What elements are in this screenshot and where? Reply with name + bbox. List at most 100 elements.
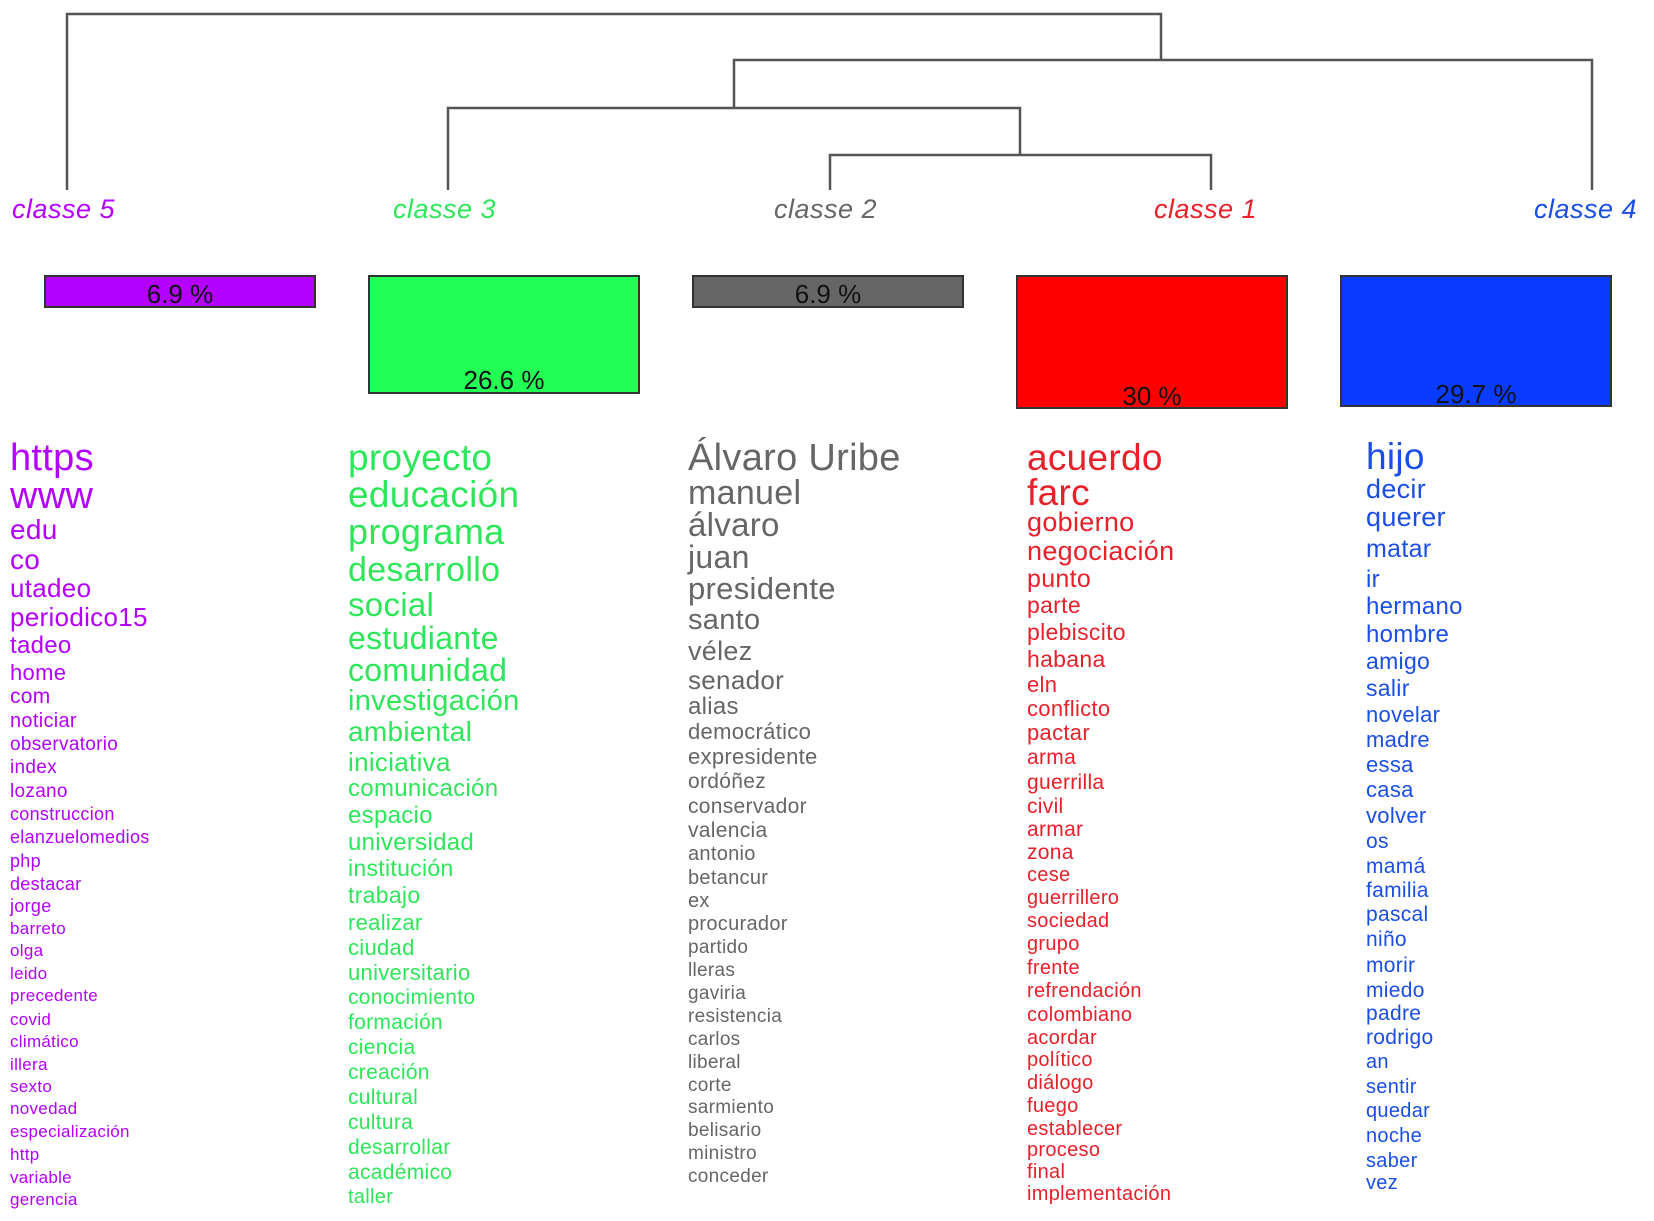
word: negociación: [1027, 536, 1175, 566]
dendrogram-link-2: [732, 58, 1594, 190]
class-3-label: classe 3: [393, 194, 497, 224]
word: jorge: [10, 896, 52, 916]
word: gobierno: [1027, 507, 1135, 537]
word: iniciativa: [348, 747, 451, 777]
word: espacio: [348, 802, 433, 829]
class-1-label: classe 1: [1154, 194, 1258, 224]
word: madre: [1366, 727, 1430, 752]
word: ir: [1366, 566, 1380, 593]
word: hombre: [1366, 621, 1450, 648]
word: valencia: [688, 819, 768, 842]
word: co: [10, 544, 41, 575]
word: acordar: [1027, 1027, 1097, 1049]
word: educación: [348, 474, 520, 515]
word: habana: [1027, 646, 1106, 672]
word: refrendación: [1027, 980, 1142, 1002]
word: gerencia: [10, 1190, 78, 1209]
word: http: [10, 1145, 40, 1164]
word: www: [10, 475, 94, 517]
word: conocimiento: [348, 986, 476, 1009]
word: index: [10, 757, 57, 778]
word: fuego: [1027, 1095, 1079, 1117]
word: grupo: [1027, 933, 1080, 955]
word: senador: [688, 665, 785, 695]
word: morir: [1366, 954, 1416, 977]
word: liberal: [688, 1052, 741, 1073]
word: comunicación: [348, 775, 499, 802]
word: os: [1366, 830, 1389, 853]
word: institución: [348, 855, 454, 881]
class-1-percent: 30 %: [1122, 381, 1182, 411]
word: lozano: [10, 781, 68, 802]
word: ministro: [688, 1143, 757, 1164]
word: Álvaro Uribe: [688, 437, 901, 479]
word: desarrollar: [348, 1136, 451, 1159]
word: edu: [10, 514, 58, 545]
word: desarrollo: [348, 551, 501, 589]
class-5-bar: 6.9 %: [44, 275, 316, 309]
word: taller: [348, 1186, 394, 1208]
word: democrático: [688, 719, 812, 744]
dendrogram-link-3: [446, 106, 1022, 190]
dendrogram: [65, 12, 1594, 190]
word: elanzuelomedios: [10, 827, 150, 847]
word: sentir: [1366, 1076, 1417, 1098]
word: hermano: [1366, 593, 1463, 620]
word: punto: [1027, 565, 1092, 593]
word: cultural: [348, 1086, 419, 1109]
class-5-percent: 6.9 %: [146, 279, 214, 309]
word: guerrilla: [1027, 771, 1105, 794]
word: trabajo: [348, 882, 421, 908]
word: tadeo: [10, 632, 72, 659]
word: cultura: [348, 1111, 414, 1134]
word: decir: [1366, 474, 1427, 504]
class-4-label: classe 4: [1534, 194, 1638, 224]
word: manuel: [688, 474, 802, 512]
word: establecer: [1027, 1118, 1123, 1140]
class-1-bar: 30 %: [1016, 275, 1288, 411]
word: acuerdo: [1027, 437, 1163, 478]
word: realizar: [348, 910, 423, 935]
word: universidad: [348, 829, 475, 856]
word: illera: [10, 1055, 48, 1074]
word: quedar: [1366, 1100, 1431, 1122]
class-4-bar: 29.7 %: [1340, 275, 1612, 409]
word: miedo: [1366, 979, 1425, 1002]
word: final: [1027, 1161, 1066, 1183]
word: guerrillero: [1027, 887, 1120, 909]
dendrogram-link-4: [828, 153, 1213, 190]
word: rodrigo: [1366, 1026, 1434, 1049]
word: comunidad: [348, 652, 508, 688]
word: saber: [1366, 1150, 1418, 1172]
word: novedad: [10, 1099, 78, 1118]
word: noticiar: [10, 710, 77, 732]
word: ciencia: [348, 1036, 416, 1059]
word: querer: [1366, 502, 1446, 532]
word: variable: [10, 1168, 72, 1187]
word: sarmiento: [688, 1097, 775, 1118]
word: frente: [1027, 957, 1080, 979]
word: pascal: [1366, 903, 1429, 926]
word: niño: [1366, 928, 1407, 951]
word: ex: [688, 890, 710, 912]
class-5-word-list: https www edu co utadeo periodico15 tade…: [10, 438, 150, 1211]
word: político: [1027, 1049, 1093, 1071]
word: conceder: [688, 1166, 769, 1187]
word: procurador: [688, 913, 788, 935]
word: noche: [1366, 1125, 1422, 1147]
word: pactar: [1027, 720, 1090, 745]
word: destacar: [10, 874, 82, 894]
word: plebiscito: [1027, 619, 1126, 645]
word: leido: [10, 964, 48, 983]
word: expresidente: [688, 744, 818, 769]
word: ciudad: [348, 935, 415, 960]
word: an: [1366, 1051, 1389, 1073]
word: https: [10, 437, 94, 479]
word: ambiental: [348, 716, 473, 747]
word: php: [10, 851, 41, 871]
word: covid: [10, 1010, 52, 1029]
word: familia: [1366, 879, 1429, 902]
word: implementación: [1027, 1183, 1172, 1205]
word: construccion: [10, 804, 115, 824]
word: hijo: [1366, 436, 1425, 477]
